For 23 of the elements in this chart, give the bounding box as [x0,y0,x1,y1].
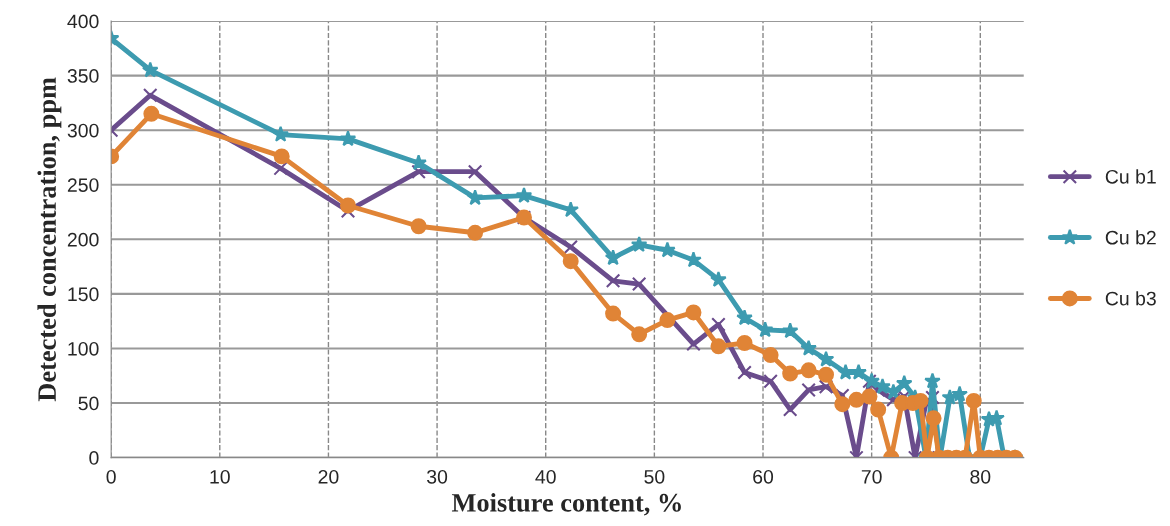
y-tick-label: 200 [67,232,99,247]
y-tick-label: 0 [89,451,99,465]
x-tick-label: 0 [106,469,116,484]
legend-label: Cu b2 [1105,230,1156,245]
x-tick-label: 10 [210,469,230,484]
y-tick-label: 150 [68,287,99,302]
x-tick-label: 20 [318,469,339,484]
y-tick-label: 300 [67,123,99,138]
y-axis-title: Detected concentration, ppm [37,77,62,402]
legend-label: Cu b1 [1105,169,1156,184]
y-tick-label: 50 [78,396,99,411]
y-tick-label: 350 [67,69,99,83]
legend-label: Cu b3 [1105,291,1156,306]
x-tick-label: 50 [644,469,665,484]
y-tick-label: 400 [67,14,99,29]
y-tick-label: 100 [68,341,99,356]
x-tick-label: 80 [970,469,991,484]
x-tick-label: 30 [427,469,448,484]
x-tick-label: 70 [861,469,882,484]
x-tick-label: 60 [753,469,774,484]
x-tick-label: 40 [535,469,556,484]
y-tick-label: 250 [67,178,99,192]
x-axis-title: Moisture content, % [451,493,681,516]
